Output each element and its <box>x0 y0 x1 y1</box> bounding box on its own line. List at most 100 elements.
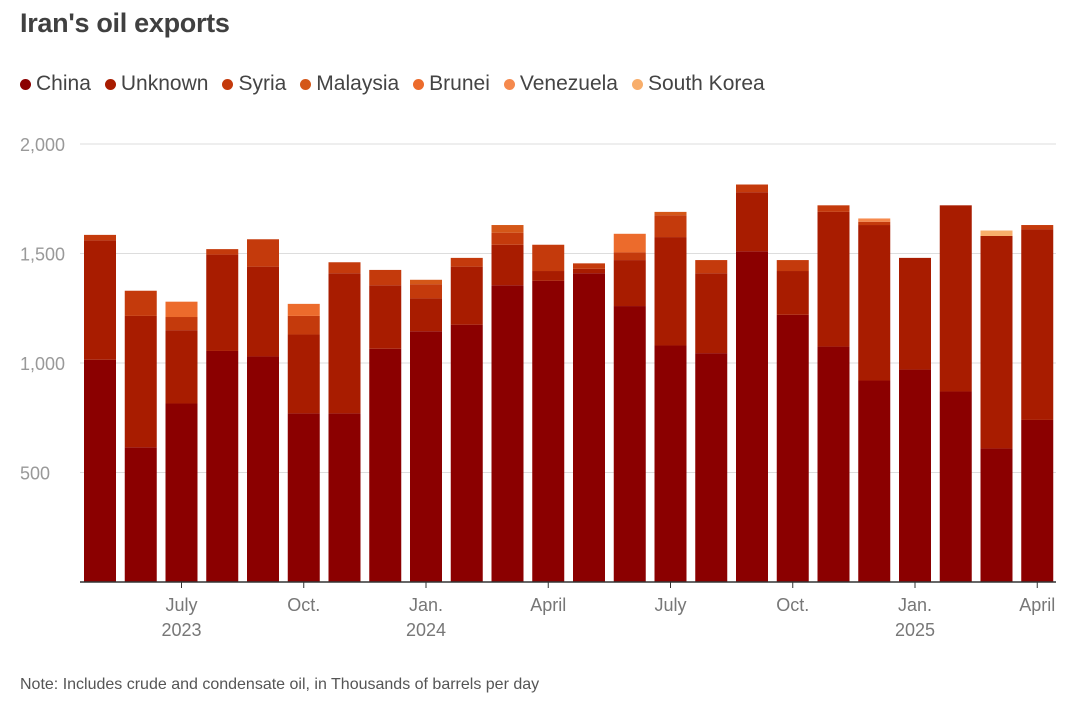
legend-item-venezuela: Venezuela <box>503 72 618 96</box>
bar-segment-syria <box>328 262 361 274</box>
legend-label: China <box>36 72 91 95</box>
bar-segment-unknown <box>532 271 565 281</box>
bar-segment-syria <box>776 260 809 272</box>
bar-segment-unknown <box>899 257 931 370</box>
bar-segment-unknown <box>410 298 442 332</box>
bar-segment-syria <box>573 263 605 269</box>
bar-segment-syria <box>124 290 157 316</box>
bar-segment-china <box>450 324 483 582</box>
bar-segment-china <box>491 285 524 582</box>
bar-segment-malaysia <box>491 225 524 233</box>
bar-segment-unknown <box>84 240 116 360</box>
x-tick-label: Oct. <box>776 595 809 615</box>
x-tick-year-label: 2025 <box>895 620 935 640</box>
bar-segment-china <box>165 403 198 582</box>
bar-segment-syria <box>858 221 891 226</box>
legend-item-unknown: Unknown <box>104 72 208 96</box>
x-tick-label: Jan. <box>409 595 443 615</box>
bar-segment-china <box>287 413 320 582</box>
legend-swatch <box>222 78 234 90</box>
bar-segment-china <box>776 314 809 582</box>
bar-segment-unknown <box>369 285 402 349</box>
legend-item-brunei: Brunei <box>413 72 490 96</box>
bar-segment-syria <box>654 215 687 238</box>
x-tick-year-label: 2023 <box>161 620 201 640</box>
bar-segment-china <box>939 391 972 582</box>
chart-note: Note: Includes crude and condensate oil,… <box>20 676 540 693</box>
bar-segment-syria <box>206 249 239 255</box>
legend-label: South Korea <box>647 72 765 95</box>
bar-segment-china <box>573 273 605 582</box>
bar-segment-syria <box>532 244 565 272</box>
bar-segment-china <box>410 331 442 582</box>
bar-segment-syria <box>287 315 320 335</box>
bar-segment-china <box>206 350 239 582</box>
bar-segment-syria <box>410 284 442 299</box>
bar-segment-syria <box>369 269 402 286</box>
x-tick-label: July <box>165 595 197 615</box>
y-tick-label: 2,000 <box>20 135 65 155</box>
bar-segment-unknown <box>939 205 972 392</box>
bar-segment-syria <box>613 252 646 261</box>
chart-title: Iran's oil exports <box>20 8 230 38</box>
bar-segment-syria <box>491 232 524 245</box>
legend-item-malaysia: Malaysia <box>300 72 399 96</box>
legend-label: Brunei <box>429 72 490 95</box>
bar-segment-unknown <box>817 211 850 347</box>
bar-segment-syria <box>1021 225 1054 230</box>
bar-segment-china <box>654 345 687 582</box>
legend-label: Malaysia <box>316 72 400 95</box>
bar-segment-unknown <box>165 330 198 404</box>
bar-segment-unknown <box>654 237 687 346</box>
legend-item-china: China <box>20 72 91 96</box>
bar-segment-brunei <box>165 301 198 318</box>
x-tick-label: July <box>654 595 686 615</box>
bar-segment-unknown <box>980 235 1013 449</box>
bar-segment-china <box>980 448 1013 582</box>
bar-segment-unknown <box>573 268 605 274</box>
bar-segment-syria <box>165 317 198 331</box>
legend-item-south-korea: South Korea <box>631 72 765 96</box>
legend-swatch <box>104 78 116 90</box>
bar-segment-china <box>84 359 116 582</box>
bar-segment-china <box>1021 419 1054 582</box>
legend-item-syria: Syria <box>222 72 286 96</box>
bar-segment-unknown <box>247 266 279 357</box>
bar-segment-china <box>247 356 279 582</box>
bar-segment-china <box>369 348 402 582</box>
x-tick-label: Jan. <box>898 595 932 615</box>
bar-segment-brunei <box>287 303 320 316</box>
bar-segment-unknown <box>613 260 646 307</box>
bar-segment-syria <box>817 205 850 212</box>
bar-segment-unknown <box>858 225 891 381</box>
bar-segment-china <box>328 413 361 582</box>
bar-segment-syria <box>736 184 768 193</box>
bar-segment-unknown <box>124 315 157 448</box>
bar-segment-unknown <box>287 334 320 414</box>
bar-segment-syria <box>450 257 483 267</box>
legend-label: Venezuela <box>519 72 618 95</box>
bar-segment-unknown <box>491 244 524 286</box>
bar-segment-china <box>613 306 646 582</box>
legend-swatch <box>300 78 312 90</box>
bar-segment-unknown <box>206 254 239 351</box>
bar-segment-unknown <box>695 273 728 354</box>
legend-swatch <box>20 78 31 90</box>
legend-swatch <box>413 78 425 90</box>
bar-segment-malaysia <box>410 279 442 285</box>
bar-segment-south-korea <box>980 230 1013 236</box>
chart-plot: 500 1,000 1,500 2,000 July 2023 Oct. Jan. 2024 Ap… <box>20 135 1056 640</box>
bar-segment-syria <box>695 260 728 274</box>
bar-segment-china <box>695 353 728 582</box>
bar-segment-china <box>858 380 891 582</box>
bar-segment-china <box>817 346 850 582</box>
y-tick-label: 1,500 <box>20 245 65 265</box>
x-tick-label: Oct. <box>287 595 320 615</box>
bar-segment-china <box>736 251 768 582</box>
bar-segment-china <box>532 280 565 582</box>
x-tick-label: April <box>530 595 566 615</box>
bar-segment-unknown <box>1021 229 1054 420</box>
x-tick-year-label: 2024 <box>406 620 446 640</box>
y-tick-label: 1,000 <box>20 354 65 374</box>
legend-swatch <box>503 78 515 90</box>
